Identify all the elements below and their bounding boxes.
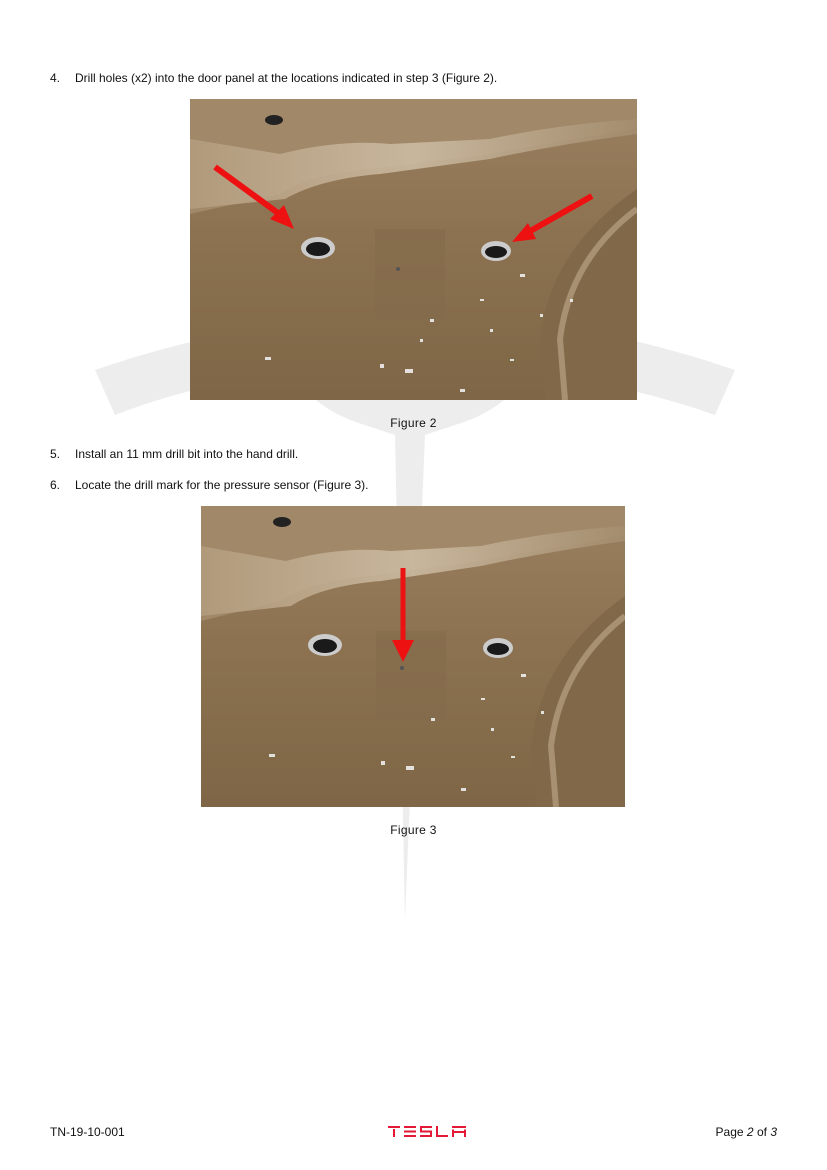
step-6: 6. Locate the drill mark for the pressure…: [50, 478, 369, 492]
figure-3-photo: [201, 506, 625, 807]
step-4: 4. Drill holes (x2) into the door panel a…: [50, 71, 498, 85]
figure-2-caption: Figure 2: [390, 416, 437, 430]
step-4-text: Drill holes (x2) into the door panel at …: [75, 71, 498, 85]
tesla-logo-icon: [388, 1126, 466, 1137]
document-id: TN-19-10-001: [50, 1125, 125, 1139]
figure-3-caption: Figure 3: [390, 823, 437, 837]
step-6-text: Locate the drill mark for the pressure s…: [75, 478, 369, 492]
step-5-text: Install an 11 mm drill bit into the hand…: [75, 447, 299, 461]
page-number: Page 2 of 3: [715, 1125, 777, 1139]
step-5: 5. Install an 11 mm drill bit into the ha…: [50, 447, 299, 461]
figure-2-photo: [190, 99, 637, 400]
